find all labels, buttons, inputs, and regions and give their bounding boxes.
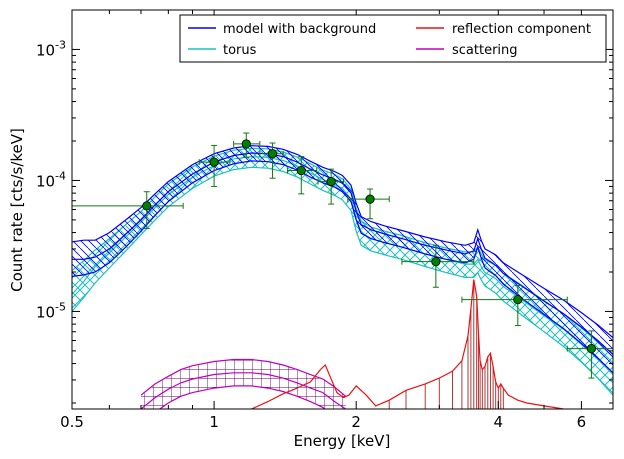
torus-lower-line (72, 166, 613, 396)
legend-box (179, 14, 607, 63)
x-tick-label: 2 (351, 413, 361, 431)
data-point (142, 201, 152, 211)
y-tick-exponent: -5 (55, 300, 66, 313)
scattering-band (141, 359, 346, 409)
y-tick-label: 10-5 (36, 300, 66, 321)
y-tick-exponent: -4 (55, 169, 66, 182)
legend-label-reflection: reflection component (452, 22, 591, 37)
scattering-lower-line (158, 385, 327, 409)
y-tick-label: 10-4 (36, 169, 66, 190)
model-upper-line (72, 145, 613, 339)
legend-label-scattering: scattering (452, 43, 518, 58)
data-point (241, 139, 251, 149)
x-tick-label: 4 (494, 413, 504, 431)
data-point (267, 149, 278, 159)
data-point (326, 176, 336, 187)
y-axis-label: Count rate [cts/s/keV] (8, 128, 26, 292)
y-tick-base: 10 (36, 172, 55, 190)
data-point (209, 157, 219, 167)
model-center-line (72, 152, 613, 355)
scattering-upper-line (140, 358, 347, 397)
torus-band (72, 148, 613, 396)
legend: model with background reflection compone… (179, 14, 607, 63)
reflection-line (251, 279, 564, 409)
x-tick-label: 6 (577, 413, 587, 431)
data-point (586, 344, 597, 354)
plot-area (72, 132, 613, 409)
data-point (365, 194, 375, 204)
legend-label-torus: torus (223, 43, 257, 58)
data-point (296, 165, 306, 176)
y-tick-base: 10 (36, 303, 55, 321)
axes-layer: 0.5 1 2 4 610-510-410-3 (36, 9, 614, 431)
x-tick-label: 0.5 (60, 413, 84, 431)
x-tick-label: 1 (209, 413, 219, 431)
y-tick-label: 10-3 (36, 38, 66, 59)
data-point (431, 257, 441, 267)
scattering-center-line (140, 372, 347, 409)
data-point (513, 295, 523, 305)
x-axis-label: Energy [keV] (294, 432, 391, 450)
model-band (72, 145, 613, 373)
legend-label-model: model with background (223, 22, 376, 37)
y-tick-base: 10 (36, 41, 55, 59)
y-tick-exponent: -3 (55, 38, 66, 51)
model-lower-line (72, 160, 613, 374)
